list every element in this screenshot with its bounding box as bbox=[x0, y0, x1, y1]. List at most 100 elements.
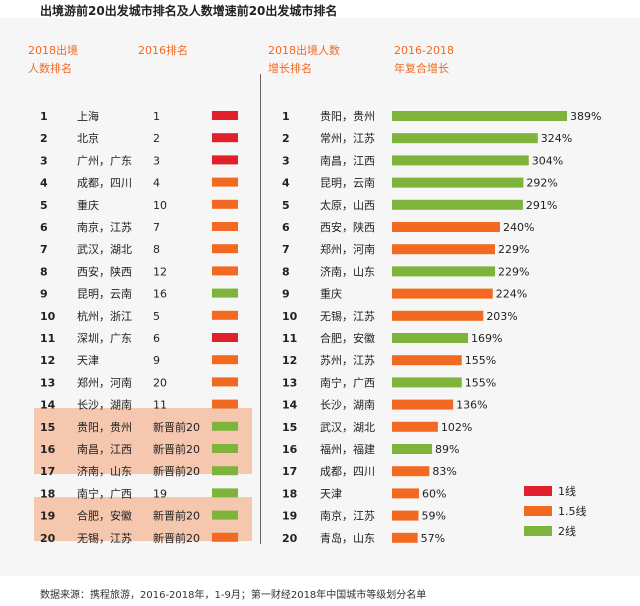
data-source: 数据来源：携程旅游，2016-2018年，1-9月；第一财经2018年中国城市等… bbox=[40, 590, 427, 601]
growth-bar bbox=[392, 510, 419, 521]
growth-bar bbox=[392, 355, 462, 366]
left-2016-rank-label: 8 bbox=[153, 243, 160, 256]
legend-swatch bbox=[524, 526, 552, 536]
left-2016-rank-label: 4 bbox=[153, 177, 160, 190]
growth-bar bbox=[392, 333, 469, 343]
growth-bar bbox=[392, 222, 500, 232]
legend-label: 2线 bbox=[558, 524, 576, 538]
left-city-label: 天津 bbox=[77, 354, 99, 367]
left-rank-label: 19 bbox=[40, 510, 55, 523]
right-rank-label: 1 bbox=[282, 110, 290, 123]
left-2016-rank-label: 新晋前20 bbox=[153, 531, 200, 545]
growth-value-label: 83% bbox=[432, 465, 456, 478]
left-city-label: 重庆 bbox=[77, 198, 99, 212]
left-rank-label: 20 bbox=[40, 532, 56, 545]
right-rank-label: 20 bbox=[282, 532, 298, 545]
right-city-label: 武汉，湖北 bbox=[320, 421, 375, 434]
left-city-label: 南昌，江西 bbox=[77, 443, 132, 456]
right-city-label: 南京，江苏 bbox=[320, 509, 375, 523]
left-city-label: 武汉，湖北 bbox=[77, 243, 132, 256]
growth-bar bbox=[392, 377, 462, 388]
left-tier-marker bbox=[212, 177, 238, 187]
left-city-label: 北京 bbox=[77, 131, 99, 145]
left-tier-marker bbox=[212, 288, 238, 298]
left-tier-marker bbox=[212, 466, 238, 476]
left-city-label: 无锡，江苏 bbox=[77, 531, 132, 545]
left-city-label: 昆明，云南 bbox=[77, 288, 132, 301]
growth-value-label: 136% bbox=[456, 399, 487, 412]
right-rank-label: 4 bbox=[282, 177, 290, 190]
left-city-label: 西安，陕西 bbox=[77, 264, 132, 278]
right-rank-label: 6 bbox=[282, 221, 290, 234]
left-rank-label: 9 bbox=[40, 288, 48, 301]
left-2016-rank-label: 19 bbox=[153, 487, 167, 500]
growth-bar bbox=[392, 399, 454, 410]
right-city-label: 重庆 bbox=[320, 287, 342, 301]
growth-bar bbox=[392, 266, 496, 277]
right-rank-label: 19 bbox=[282, 510, 297, 523]
right-city-label: 合肥，安徽 bbox=[320, 331, 375, 345]
left-city-label: 贵阳，贵州 bbox=[77, 421, 132, 434]
divider bbox=[260, 74, 261, 544]
growth-bar bbox=[392, 288, 493, 299]
right-rank-label: 9 bbox=[282, 288, 290, 301]
right-rank-label: 7 bbox=[282, 243, 290, 256]
growth-value-label: 304% bbox=[532, 154, 563, 167]
left-city-label: 广州，广东 bbox=[77, 154, 132, 167]
right-city-label: 成都，四川 bbox=[320, 465, 375, 478]
left-2016-rank-label: 新晋前20 bbox=[153, 464, 200, 478]
left-tier-marker bbox=[212, 399, 238, 409]
right-rank-label: 17 bbox=[282, 465, 297, 478]
left-rank-label: 5 bbox=[40, 199, 48, 212]
left-2016-rank-label: 6 bbox=[153, 332, 160, 345]
left-rank-label: 1 bbox=[40, 110, 48, 123]
left-rank-label: 11 bbox=[40, 332, 55, 345]
growth-value-label: 155% bbox=[465, 354, 496, 367]
growth-bar bbox=[392, 133, 538, 144]
left-tier-marker bbox=[212, 310, 238, 320]
left-rank-label: 12 bbox=[40, 354, 55, 367]
left-city-label: 成都，四川 bbox=[77, 177, 132, 190]
right-city-label: 昆明，云南 bbox=[320, 177, 375, 190]
legend-label: 1线 bbox=[558, 484, 576, 498]
left-rank-label: 18 bbox=[40, 487, 55, 500]
left-2016-rank-label: 5 bbox=[153, 310, 160, 323]
new-entry-highlight-1 bbox=[34, 408, 252, 474]
right-city-label: 南昌，江西 bbox=[320, 154, 375, 167]
left-rank-label: 2 bbox=[40, 132, 48, 145]
legend-swatch bbox=[524, 506, 552, 516]
right-city-label: 苏州，江苏 bbox=[320, 354, 375, 367]
right-city-label: 青岛，山东 bbox=[320, 531, 375, 545]
left-tier-marker bbox=[212, 244, 238, 254]
growth-value-label: 59% bbox=[422, 510, 446, 523]
left-rank-label: 10 bbox=[40, 310, 56, 323]
right-city-label: 无锡，江苏 bbox=[320, 309, 375, 323]
right-rank-label: 15 bbox=[282, 421, 297, 434]
growth-bar bbox=[392, 111, 567, 121]
growth-value-label: 89% bbox=[435, 443, 459, 456]
growth-bar bbox=[392, 444, 433, 454]
left-rank-label: 16 bbox=[40, 443, 56, 456]
right-rank-label: 18 bbox=[282, 487, 297, 500]
right-rank-label: 8 bbox=[282, 265, 290, 278]
right-rank-label: 12 bbox=[282, 354, 297, 367]
growth-value-label: 169% bbox=[471, 332, 502, 345]
left-tier-marker bbox=[212, 266, 238, 276]
growth-bar bbox=[392, 244, 496, 255]
left-tier-marker bbox=[212, 532, 238, 542]
right-rank-label: 11 bbox=[282, 332, 297, 345]
left-2016-rank-label: 20 bbox=[153, 376, 167, 389]
left-2016-rank-label: 11 bbox=[153, 399, 167, 412]
left-rank-label: 14 bbox=[40, 399, 56, 412]
left-2016-rank-label: 3 bbox=[153, 154, 160, 167]
right-city-label: 贵阳，贵州 bbox=[320, 110, 375, 123]
legend-swatch bbox=[524, 486, 552, 496]
header-growth-rate: 2016-2018 年复合增长 bbox=[394, 44, 454, 75]
right-city-label: 福州，福建 bbox=[320, 442, 375, 456]
left-city-label: 郑州，河南 bbox=[77, 375, 132, 389]
growth-bar bbox=[392, 310, 484, 321]
growth-value-label: 229% bbox=[498, 243, 529, 256]
left-2016-rank-label: 9 bbox=[153, 354, 160, 367]
left-rank-label: 15 bbox=[40, 421, 55, 434]
legend-label: 1.5线 bbox=[558, 504, 587, 518]
